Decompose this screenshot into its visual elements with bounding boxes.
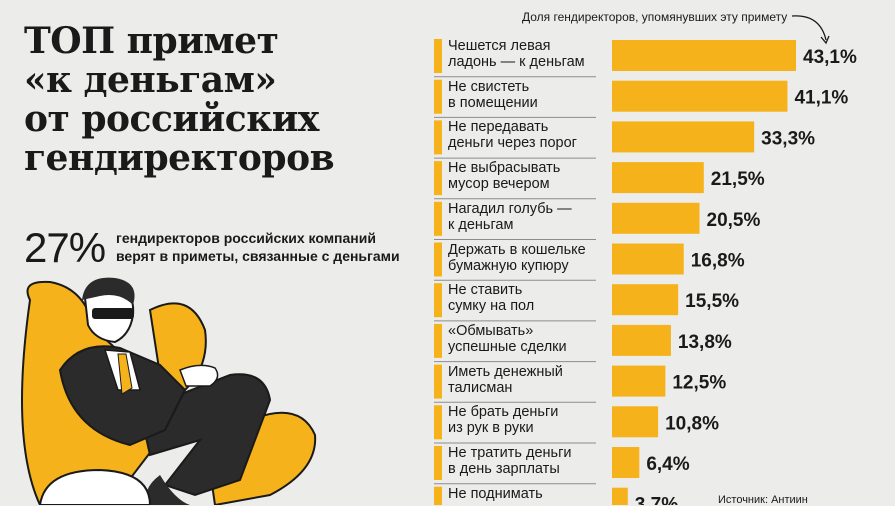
category-marker [434, 486, 442, 505]
data-label: 16,8% [691, 251, 745, 272]
title-line: ТОП примет [24, 20, 279, 62]
category-label-line: деньги через порог [448, 135, 577, 152]
bar [612, 487, 628, 505]
category-label: Не свистеть в помещении [448, 79, 608, 111]
bar [612, 40, 796, 71]
category-label: Не ставить сумку на пол [448, 282, 608, 314]
data-label: 41,1% [794, 88, 848, 109]
category-label-line: Не тратить деньги [448, 445, 572, 461]
sunglasses [92, 308, 134, 319]
category-label: Иметь денежный талисман [448, 364, 608, 396]
data-label: 6,4% [646, 454, 689, 475]
category-label-line: Иметь денежный [448, 363, 563, 380]
category-label-line: Нагадил голубь — [448, 200, 572, 217]
category-label: Не тратить деньги в день зарплаты [448, 445, 608, 477]
title-line: от российских [24, 98, 319, 140]
category-marker [434, 405, 442, 440]
category-marker [434, 446, 442, 480]
data-label: 20,5% [707, 210, 761, 231]
category-label-line: успешные сделки [448, 338, 567, 355]
bar [612, 284, 679, 316]
data-label: 43,1% [803, 47, 857, 68]
data-label: 33,3% [761, 128, 815, 149]
stat-description-line: гендиректоров российских компаний [116, 230, 376, 246]
bar [612, 162, 704, 194]
category-marker [434, 39, 442, 73]
category-label-line: из рук в руки [448, 420, 534, 437]
piggy-bank [38, 468, 152, 505]
category-label-line: Не поднимать [448, 485, 543, 502]
category-marker [434, 283, 442, 318]
category-label-line: Не передавать [448, 119, 549, 136]
category-label: Не выбрасывать мусор вечером [448, 160, 608, 192]
category-marker [434, 201, 442, 236]
category-label-line: Не выбрасывать [448, 160, 561, 177]
bar [612, 324, 671, 356]
legend-note: Доля гендиректоров, упомянувших эту прим… [522, 10, 788, 24]
shoe [146, 475, 190, 505]
bar [612, 406, 659, 438]
category-label: Не поднимать [448, 486, 608, 502]
category-label-line: к деньгам [448, 216, 514, 233]
bar [612, 243, 684, 275]
category-label: Не брать деньги из рук в руки [448, 404, 608, 436]
data-label: 15,5% [685, 291, 739, 312]
category-label-line: сумку на пол [448, 298, 535, 315]
hair [82, 277, 135, 305]
data-label: 13,8% [678, 332, 732, 353]
bar [612, 447, 640, 478]
category-label: Чешется левая ладонь — к деньгам [448, 38, 608, 70]
hands [179, 364, 219, 387]
category-label-line: Не свистеть [448, 78, 530, 95]
category-label-line: Чешется левая [448, 38, 551, 54]
page-title: ТОП примет «к деньгам» от российских ген… [24, 20, 335, 179]
bar [612, 80, 788, 112]
category-marker [434, 161, 442, 196]
businessman-illustration [21, 277, 317, 505]
category-marker [434, 323, 442, 358]
category-marker [434, 242, 442, 277]
category-marker [434, 120, 442, 155]
data-label: 21,5% [711, 169, 765, 190]
category-label-line: ладонь — к деньгам [448, 54, 585, 70]
category-label-line: мусор вечером [448, 176, 550, 193]
category-label: Держать в кошельке бумажную купюру [448, 242, 608, 274]
category-marker [434, 79, 442, 114]
category-label-line: Не ставить [448, 282, 523, 299]
title-line: гендиректоров [24, 137, 335, 179]
bar [612, 202, 700, 234]
category-label-line: в день зарплаты [448, 461, 560, 477]
stat-description: гендиректоров российских компаний верят … [116, 229, 416, 265]
category-marker [434, 364, 442, 399]
category-label: Нагадил голубь — к деньгам [448, 201, 608, 233]
category-label-line: талисман [448, 379, 513, 396]
title-line: «к деньгам» [24, 59, 277, 101]
data-label: 3,7% [635, 495, 678, 505]
category-label-line: в помещении [448, 94, 538, 111]
data-label: 10,8% [665, 413, 719, 434]
tie [117, 353, 133, 395]
category-label-line: Не брать деньги [448, 404, 559, 421]
suit-jacket [58, 345, 187, 447]
category-label-line: Держать в кошельке [448, 241, 586, 258]
category-label: Не передавать деньги через порог [448, 119, 608, 151]
category-label-line: бумажную купюру [448, 257, 569, 274]
data-label: 12,5% [672, 373, 726, 394]
bar [612, 365, 666, 397]
bar [612, 121, 755, 153]
category-label: «Обмывать» успешные сделки [448, 323, 608, 355]
category-label-line: «Обмывать» [448, 322, 534, 339]
curved-arrow-icon [791, 15, 830, 45]
stat-description-line: верят в приметы, связанные с деньгами [116, 248, 400, 264]
stat-value: 27% [24, 224, 106, 271]
source-note: Источник: Антиин [718, 494, 808, 506]
